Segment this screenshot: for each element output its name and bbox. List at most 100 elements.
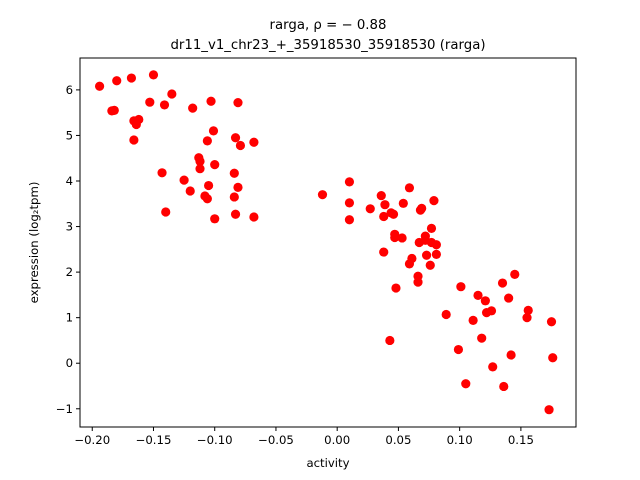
y-tick-label: 5: [66, 128, 73, 142]
data-point: [112, 76, 122, 86]
y-tick-label: 6: [66, 83, 73, 97]
data-point: [431, 249, 441, 259]
y-tick-label: 1: [66, 311, 73, 325]
data-point: [421, 250, 432, 260]
data-point: [167, 89, 177, 99]
data-point: [235, 140, 246, 151]
y-tick-label: 2: [66, 265, 73, 279]
data-point: [195, 156, 205, 167]
chart-title-line1: rarga, ρ = − 0.88: [270, 18, 387, 33]
data-point: [461, 379, 471, 389]
data-point: [497, 278, 508, 288]
data-point: [229, 192, 239, 202]
data-point: [203, 180, 214, 191]
data-point: [456, 282, 466, 292]
data-point: [522, 313, 532, 323]
y-axis-label: expression (log₂tpm): [27, 182, 41, 304]
x-tick-label: −0.15: [136, 433, 172, 447]
data-point: [379, 247, 389, 257]
data-point: [420, 231, 430, 241]
y-tick-label: 0: [66, 356, 73, 370]
data-point: [407, 253, 417, 264]
data-point: [249, 212, 259, 222]
data-point: [134, 114, 144, 125]
data-point: [425, 260, 435, 270]
data-point: [429, 195, 439, 206]
data-point: [159, 100, 170, 110]
data-point: [376, 190, 386, 201]
data-point: [486, 306, 497, 316]
x-tick-label: 0.10: [447, 433, 473, 447]
data-point: [109, 105, 119, 115]
data-point: [480, 296, 490, 306]
data-point: [344, 215, 355, 225]
data-point: [398, 198, 408, 208]
data-point: [179, 175, 189, 185]
x-tick-label: −0.05: [258, 433, 294, 447]
data-point: [544, 405, 554, 415]
data-point: [161, 207, 171, 217]
data-point: [499, 381, 509, 392]
points-layer: [94, 70, 558, 415]
data-point: [188, 103, 198, 113]
data-point: [473, 290, 483, 300]
data-point: [413, 277, 423, 287]
data-point: [202, 136, 212, 146]
data-point: [157, 168, 167, 178]
data-point: [441, 309, 451, 320]
data-point: [453, 344, 464, 355]
data-point: [145, 97, 155, 107]
data-point: [210, 160, 220, 170]
data-point: [317, 190, 328, 200]
data-point: [504, 293, 514, 303]
data-point: [202, 194, 212, 204]
data-point: [523, 305, 533, 315]
data-point: [126, 73, 137, 83]
y-tick-label: −1: [56, 402, 73, 416]
data-point: [365, 204, 375, 214]
data-point: [426, 223, 437, 233]
data-point: [431, 240, 441, 250]
data-point: [390, 232, 400, 243]
data-point: [404, 183, 415, 193]
y-tick-label: 4: [66, 174, 73, 188]
x-axis-label: activity: [306, 456, 349, 470]
data-point: [379, 211, 389, 222]
x-tick-label: 0.00: [324, 433, 350, 447]
chart-title-line2: dr11_v1_chr23_+_35918530_35918530 (rarga…: [170, 38, 485, 53]
data-point: [488, 362, 498, 372]
data-point: [546, 317, 557, 327]
data-point: [385, 335, 395, 346]
data-point: [388, 209, 399, 219]
data-point: [206, 96, 216, 106]
data-point: [477, 333, 487, 343]
data-point: [506, 350, 516, 360]
plot-area-frame: [79, 57, 577, 428]
data-point: [208, 126, 219, 136]
data-point: [185, 186, 195, 196]
x-tick-label: 0.05: [385, 433, 411, 447]
data-point: [548, 353, 558, 363]
x-tick-label: −0.20: [74, 433, 110, 447]
data-point: [380, 200, 390, 210]
x-ticks: −0.20 −0.15 −0.10 −0.05 0.00 0.05 0.10 0.15: [74, 427, 534, 447]
data-point: [195, 164, 205, 174]
data-point: [233, 182, 243, 192]
data-point: [230, 133, 241, 143]
data-point: [417, 203, 427, 213]
data-point: [344, 198, 355, 208]
data-point: [94, 81, 105, 91]
x-tick-label: −0.10: [197, 433, 233, 447]
data-point: [210, 214, 220, 224]
data-point: [397, 233, 407, 243]
data-point: [344, 177, 355, 187]
data-point: [249, 137, 259, 147]
data-point: [391, 283, 401, 293]
data-point: [129, 135, 139, 145]
y-tick-label: 3: [66, 220, 73, 234]
data-point: [230, 209, 241, 219]
data-point: [468, 315, 478, 325]
data-point: [229, 168, 239, 178]
